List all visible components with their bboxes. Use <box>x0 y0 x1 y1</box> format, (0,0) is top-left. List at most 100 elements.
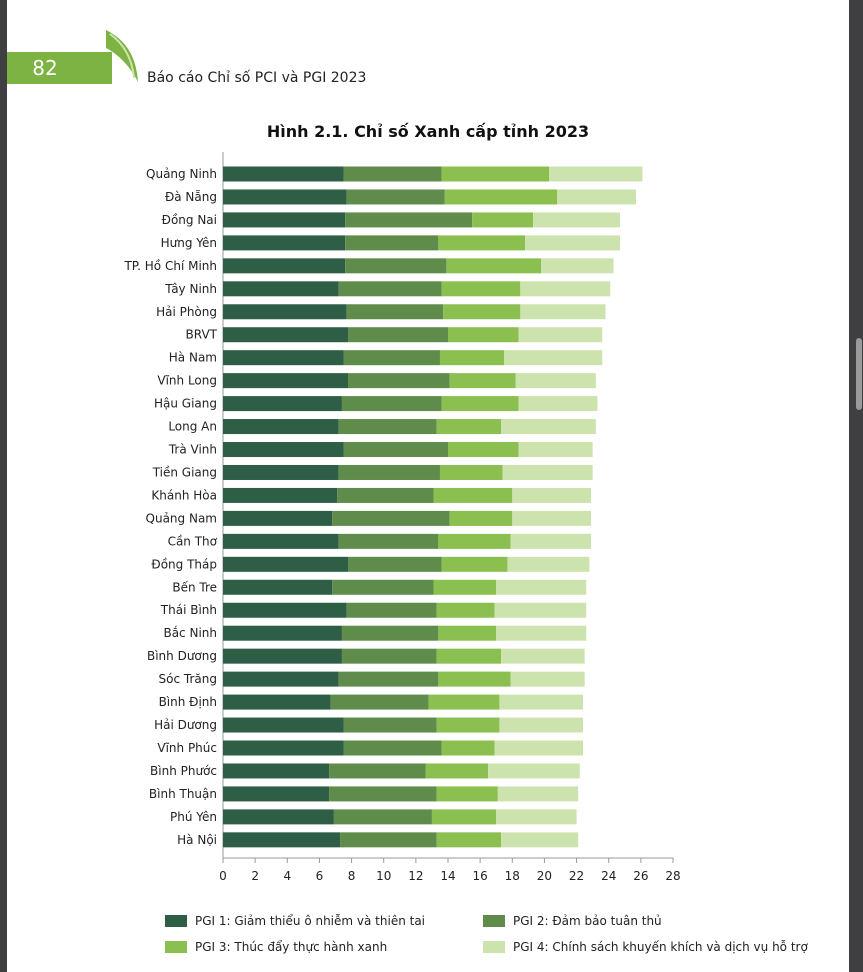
bar-segment-pgi4 <box>501 419 596 435</box>
x-tick-label: 6 <box>316 869 324 883</box>
x-tick-label: 24 <box>601 869 616 883</box>
bar-segment-pgi4 <box>541 258 614 274</box>
bar-segment-pgi4 <box>494 602 587 618</box>
bar-segment-pgi3 <box>425 763 489 779</box>
bar-segment-pgi1 <box>223 694 331 710</box>
x-tick-label: 12 <box>408 869 423 883</box>
scrollbar-thumb[interactable] <box>856 338 862 410</box>
bar-segment-pgi1 <box>223 671 339 687</box>
category-label: Bình Thuận <box>149 787 217 801</box>
category-label: Hà Nam <box>169 351 217 365</box>
bar-segment-pgi4 <box>549 166 643 182</box>
chart-legend: PGI 1: Giảm thiểu ô nhiễm và thiên tai PG… <box>7 912 849 962</box>
bar-segment-pgi2 <box>338 281 442 297</box>
bar-segment-pgi2 <box>343 740 442 756</box>
bar-segment-pgi3 <box>431 809 497 825</box>
category-label: BRVT <box>186 328 218 342</box>
category-label: Bình Dương <box>147 649 217 663</box>
bar-segment-pgi1 <box>223 442 344 458</box>
bar-segment-pgi1 <box>223 740 344 756</box>
legend-label: PGI 3: Thúc đẩy thực hành xanh <box>195 940 388 954</box>
x-tick-label: 18 <box>505 869 520 883</box>
bar-segment-pgi4 <box>515 373 596 389</box>
bar-segment-pgi1 <box>223 786 330 802</box>
x-tick-label: 0 <box>219 869 227 883</box>
x-tick-label: 20 <box>537 869 552 883</box>
bar-segment-pgi1 <box>223 212 346 228</box>
legend-item-pgi1: PGI 1: Giảm thiểu ô nhiễm và thiên tai <box>165 914 425 928</box>
legend-swatch <box>483 915 505 927</box>
bar-segment-pgi4 <box>510 533 592 549</box>
category-label: Đồng Nai <box>162 213 217 227</box>
bar-segment-pgi2 <box>345 235 439 251</box>
bar-segment-pgi3 <box>441 281 521 297</box>
category-label: Sóc Trăng <box>159 672 217 686</box>
bar-segment-pgi3 <box>436 717 500 733</box>
bar-segment-pgi2 <box>338 464 440 480</box>
bar-segment-pgi3 <box>436 786 498 802</box>
page-number: 82 <box>32 56 58 80</box>
bar-segment-pgi4 <box>510 671 585 687</box>
bar-segment-pgi3 <box>436 419 502 435</box>
bar-segment-pgi2 <box>333 809 432 825</box>
category-label: TP. Hồ Chí Minh <box>123 259 217 273</box>
bar-segment-pgi1 <box>223 189 347 205</box>
bar-segment-pgi3 <box>441 396 519 412</box>
bar-segment-pgi2 <box>348 327 448 343</box>
x-tick-label: 26 <box>633 869 648 883</box>
bar-segment-pgi1 <box>223 281 339 297</box>
category-label: Hà Nội <box>177 833 217 847</box>
bar-segment-pgi1 <box>223 648 342 664</box>
bar-segment-pgi4 <box>502 464 593 480</box>
bar-segment-pgi2 <box>341 625 439 641</box>
bar-segment-pgi4 <box>496 579 587 595</box>
bar-segment-pgi3 <box>441 166 550 182</box>
page-number-banner <box>7 52 112 84</box>
bar-segment-pgi1 <box>223 258 346 274</box>
bar-segment-pgi3 <box>433 487 513 503</box>
bar-segment-pgi1 <box>223 166 344 182</box>
bar-segment-pgi2 <box>341 648 437 664</box>
bar-segment-pgi3 <box>436 602 495 618</box>
legend-swatch <box>165 941 187 953</box>
bar-segment-pgi2 <box>338 533 439 549</box>
x-tick-label: 14 <box>440 869 455 883</box>
bar-segment-pgi2 <box>346 189 445 205</box>
category-label: Hưng Yên <box>161 236 217 250</box>
bar-segment-pgi1 <box>223 579 333 595</box>
bar-segment-pgi1 <box>223 304 347 320</box>
bar-segment-pgi3 <box>448 442 519 458</box>
bar-segment-pgi2 <box>332 579 434 595</box>
bar-segment-pgi3 <box>449 373 516 389</box>
bar-segment-pgi3 <box>438 533 511 549</box>
category-label: Hải Dương <box>154 718 217 732</box>
bar-segment-pgi1 <box>223 832 341 848</box>
x-tick-label: 10 <box>376 869 391 883</box>
bar-segment-pgi4 <box>504 350 603 366</box>
legend-label: PGI 1: Giảm thiểu ô nhiễm và thiên tai <box>195 914 426 928</box>
bar-segment-pgi3 <box>444 189 558 205</box>
bar-segment-pgi4 <box>499 717 583 733</box>
bar-segment-pgi3 <box>443 304 521 320</box>
bar-segment-pgi2 <box>346 304 444 320</box>
bar-segment-pgi3 <box>438 671 511 687</box>
bar-segment-pgi2 <box>329 763 426 779</box>
category-label: Khánh Hòa <box>151 488 217 502</box>
x-tick-label: 2 <box>251 869 259 883</box>
legend-item-pgi4: PGI 4: Chính sách khuyến khích và dịch v… <box>483 940 808 954</box>
bar-segment-pgi1 <box>223 235 346 251</box>
bar-segment-pgi2 <box>343 717 437 733</box>
bar-segment-pgi4 <box>496 625 587 641</box>
category-label: Vĩnh Long <box>157 374 217 388</box>
bar-segment-pgi4 <box>520 304 606 320</box>
bar-segment-pgi3 <box>441 556 508 572</box>
bar-segment-pgi3 <box>436 832 502 848</box>
bar-segment-pgi4 <box>507 556 590 572</box>
category-label: Bình Phước <box>150 764 217 778</box>
bar-segment-pgi4 <box>496 809 577 825</box>
category-label: Long An <box>168 420 217 434</box>
bar-segment-pgi3 <box>441 740 495 756</box>
bar-segment-pgi2 <box>343 350 440 366</box>
category-label: Quảng Ninh <box>146 167 217 181</box>
stacked-bar-chart: Quảng Ninh Đà Nẵng Đồng Nai Hưng Yên TP. Hồ … <box>123 152 681 883</box>
